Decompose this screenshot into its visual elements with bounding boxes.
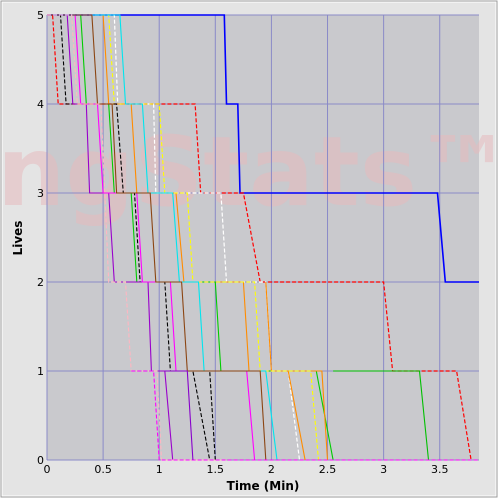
y-tick-label: 5 (37, 9, 44, 22)
y-tick-labels: 0 1 2 3 4 5 (37, 9, 44, 467)
x-tick-label: 3 (380, 463, 387, 476)
series-line (47, 14, 472, 461)
series-layer (47, 14, 479, 461)
y-axis-label: Lives (11, 221, 25, 256)
y-tick-label: 4 (37, 98, 44, 111)
x-tick-labels: 0 0.5 1 1.5 2 2.5 3 3.5 (44, 463, 449, 476)
series-line (47, 14, 479, 283)
series-line (47, 14, 267, 461)
series-line (333, 370, 430, 461)
x-tick-label: 2.5 (319, 463, 337, 476)
x-axis-label: Time (Min) (227, 479, 300, 493)
series-line (47, 14, 320, 461)
x-tick-label: 1 (156, 463, 163, 476)
series-line (164, 370, 194, 461)
frame-highlight (1, 1, 497, 497)
watermark-text: ngStats™ (0, 116, 500, 228)
y-tick-label: 1 (37, 365, 44, 378)
y-tick-label: 3 (37, 187, 44, 200)
series-line (47, 14, 227, 461)
series-line (47, 14, 301, 461)
x-tick-label: 1.5 (207, 463, 225, 476)
x-tick-label: 0 (44, 463, 51, 476)
x-tick-label: 0.5 (94, 463, 112, 476)
series-line (131, 370, 479, 461)
y-tick-label: 2 (37, 276, 44, 289)
x-tick-label: 3.5 (431, 463, 449, 476)
y-tick-label: 0 (37, 454, 44, 467)
plot-area (47, 15, 479, 460)
x-tick-label: 2 (268, 463, 275, 476)
